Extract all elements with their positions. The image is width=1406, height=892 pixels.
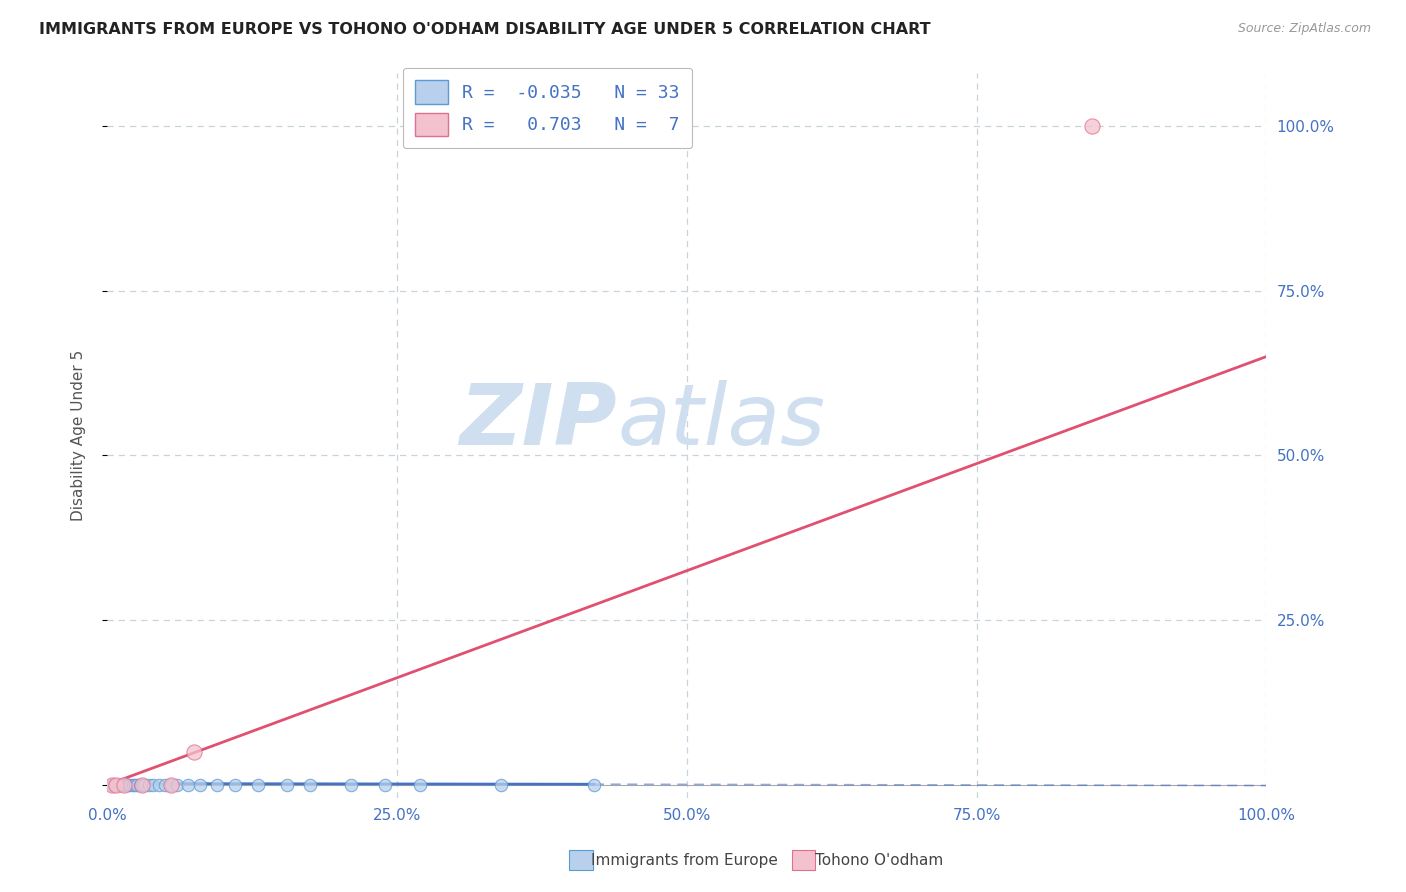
Text: IMMIGRANTS FROM EUROPE VS TOHONO O'ODHAM DISABILITY AGE UNDER 5 CORRELATION CHAR: IMMIGRANTS FROM EUROPE VS TOHONO O'ODHAM… bbox=[39, 22, 931, 37]
Point bbox=[112, 778, 135, 792]
Point bbox=[177, 778, 200, 792]
Point bbox=[117, 778, 139, 792]
Point bbox=[205, 778, 228, 792]
Point bbox=[166, 778, 188, 792]
Point bbox=[100, 778, 122, 792]
FancyBboxPatch shape bbox=[792, 850, 815, 870]
Point bbox=[134, 778, 156, 792]
Point bbox=[339, 778, 361, 792]
Point bbox=[110, 778, 132, 792]
Point bbox=[276, 778, 298, 792]
Text: Immigrants from Europe: Immigrants from Europe bbox=[591, 853, 778, 868]
Point bbox=[153, 778, 176, 792]
FancyBboxPatch shape bbox=[569, 850, 593, 870]
Point bbox=[160, 778, 183, 792]
Text: Tohono O'odham: Tohono O'odham bbox=[815, 853, 943, 868]
Point bbox=[131, 778, 153, 792]
Point bbox=[105, 778, 128, 792]
Point bbox=[120, 778, 142, 792]
Legend: R =  -0.035   N = 33, R =   0.703   N =  7: R = -0.035 N = 33, R = 0.703 N = 7 bbox=[402, 68, 693, 148]
Point bbox=[121, 778, 143, 792]
Point bbox=[188, 778, 211, 792]
Point bbox=[127, 778, 149, 792]
Point bbox=[224, 778, 246, 792]
Point bbox=[148, 778, 170, 792]
Point bbox=[142, 778, 165, 792]
Point bbox=[246, 778, 269, 792]
Point bbox=[489, 778, 512, 792]
Point bbox=[105, 778, 128, 792]
Point bbox=[114, 778, 136, 792]
Point bbox=[409, 778, 432, 792]
Point bbox=[103, 778, 125, 792]
Point bbox=[160, 778, 183, 792]
Point bbox=[131, 778, 153, 792]
Point bbox=[114, 778, 136, 792]
Text: ZIP: ZIP bbox=[460, 380, 617, 463]
Text: atlas: atlas bbox=[617, 380, 825, 463]
Point bbox=[124, 778, 146, 792]
Text: Source: ZipAtlas.com: Source: ZipAtlas.com bbox=[1237, 22, 1371, 36]
Point bbox=[128, 778, 150, 792]
Y-axis label: Disability Age Under 5: Disability Age Under 5 bbox=[72, 350, 86, 521]
Point bbox=[138, 778, 160, 792]
Point bbox=[183, 745, 205, 759]
Point bbox=[107, 778, 129, 792]
Point bbox=[374, 778, 396, 792]
Point bbox=[100, 778, 122, 792]
Point bbox=[298, 778, 321, 792]
Point bbox=[1081, 119, 1104, 133]
Point bbox=[582, 778, 605, 792]
